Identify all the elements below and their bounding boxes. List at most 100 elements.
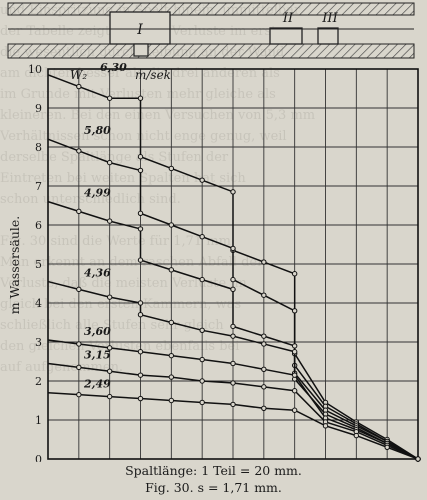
data-point bbox=[76, 341, 82, 347]
series-label: 6,30 bbox=[100, 61, 127, 74]
y-axis-label: m Wassersäule. bbox=[7, 216, 22, 315]
chamber-i-box bbox=[109, 11, 171, 45]
chamber-ii-recess bbox=[269, 27, 303, 45]
data-point bbox=[230, 286, 236, 293]
data-point bbox=[261, 366, 267, 372]
chamber-label-i: I bbox=[136, 22, 143, 38]
data-point bbox=[76, 148, 82, 154]
data-point bbox=[291, 388, 298, 394]
data-point bbox=[261, 333, 267, 339]
data-point bbox=[76, 83, 82, 90]
data-point bbox=[199, 327, 205, 333]
data-point bbox=[261, 384, 267, 390]
series-label: 4,36 bbox=[84, 267, 111, 280]
legend-unit: m/sek bbox=[135, 68, 171, 82]
data-point bbox=[291, 271, 298, 277]
y-tick-label: 2 bbox=[35, 375, 42, 388]
data-point bbox=[137, 312, 144, 318]
data-point bbox=[291, 349, 298, 355]
data-point bbox=[106, 368, 113, 374]
data-point bbox=[76, 391, 82, 398]
y-tick-label: 4 bbox=[35, 297, 42, 310]
series-label: 3,15 bbox=[84, 348, 111, 361]
data-point bbox=[230, 189, 236, 195]
data-point bbox=[168, 374, 175, 380]
data-point bbox=[106, 294, 113, 300]
data-point bbox=[230, 380, 236, 386]
data-point bbox=[137, 95, 144, 101]
legend-symbol: W₂ bbox=[70, 68, 87, 82]
data-point bbox=[168, 267, 175, 273]
data-point bbox=[291, 308, 298, 314]
chamber-label-ii: II bbox=[282, 11, 294, 26]
apparatus-diagram: I II III bbox=[7, 2, 415, 59]
data-point bbox=[199, 399, 205, 406]
data-point bbox=[137, 154, 144, 160]
data-point bbox=[168, 397, 175, 404]
data-point bbox=[168, 352, 175, 359]
series-labels: 6,30 5,80 4,99 4,36 3,60 3,15 2,49 bbox=[83, 61, 127, 391]
data-point bbox=[291, 343, 298, 349]
data-point bbox=[230, 245, 236, 252]
data-point bbox=[137, 210, 144, 217]
data-point bbox=[137, 395, 144, 402]
y-tick-label: 10 bbox=[28, 63, 42, 76]
data-point bbox=[137, 372, 144, 378]
y-tick-labels: 0 1 2 3 4 5 6 7 8 9 10 bbox=[28, 63, 42, 462]
data-point bbox=[322, 423, 329, 429]
chamber-label-iii: III bbox=[321, 11, 338, 26]
y-tick-label: 6 bbox=[35, 219, 42, 232]
plot-frame bbox=[47, 68, 419, 460]
data-point bbox=[76, 208, 82, 215]
data-point bbox=[261, 292, 267, 298]
data-point bbox=[261, 405, 267, 411]
figure-30: I II III 0 1 2 3 4 5 6 7 8 9 10 6,30 5,80 4,99 4,36 3,… bbox=[7, 2, 421, 462]
caption-line-1: Spaltlänge: 1 Teil = 20 mm. bbox=[125, 463, 302, 478]
y-tick-label: 7 bbox=[35, 180, 42, 193]
data-point bbox=[230, 401, 236, 408]
wall-bottom-hatched bbox=[7, 43, 415, 59]
y-tick-label: 3 bbox=[35, 336, 42, 349]
data-point bbox=[168, 222, 175, 228]
data-point bbox=[168, 319, 175, 326]
series-line bbox=[47, 74, 419, 460]
data-point bbox=[199, 378, 205, 384]
chamber-i-inlet bbox=[133, 43, 149, 57]
data-point bbox=[415, 456, 421, 462]
data-point bbox=[168, 165, 175, 172]
data-point bbox=[106, 218, 113, 224]
series-line bbox=[47, 138, 419, 460]
series-lines bbox=[47, 74, 421, 462]
data-point bbox=[199, 356, 205, 363]
data-point bbox=[261, 341, 267, 347]
data-point bbox=[199, 177, 205, 183]
series-label: 2,49 bbox=[83, 378, 111, 391]
data-point bbox=[76, 286, 82, 293]
chamber-iii-recess bbox=[317, 27, 339, 45]
data-point bbox=[137, 300, 144, 306]
series-line bbox=[47, 200, 419, 460]
wall-top-hatched bbox=[7, 2, 415, 16]
data-point bbox=[230, 333, 236, 339]
data-point bbox=[291, 372, 298, 378]
data-point bbox=[106, 159, 113, 166]
y-tick-label: 5 bbox=[35, 258, 42, 271]
data-point bbox=[137, 226, 144, 232]
data-point bbox=[199, 234, 205, 240]
data-point bbox=[76, 364, 82, 371]
data-point bbox=[106, 345, 113, 351]
series-label: 4,99 bbox=[84, 187, 111, 200]
data-point bbox=[230, 276, 236, 283]
data-point bbox=[261, 259, 267, 265]
data-point bbox=[384, 444, 390, 450]
series-label: 5,80 bbox=[84, 124, 111, 137]
pressure-chart: 0 1 2 3 4 5 6 7 8 9 10 6,30 5,80 4,99 4,36 3,60 3,15 2,4… bbox=[7, 61, 421, 462]
data-point bbox=[137, 257, 144, 263]
y-tick-label: 9 bbox=[35, 102, 42, 115]
series-label: 3,60 bbox=[84, 325, 111, 338]
data-point bbox=[137, 349, 144, 355]
data-point bbox=[106, 393, 113, 400]
data-point bbox=[137, 167, 144, 174]
y-tick-label: 8 bbox=[35, 141, 42, 154]
